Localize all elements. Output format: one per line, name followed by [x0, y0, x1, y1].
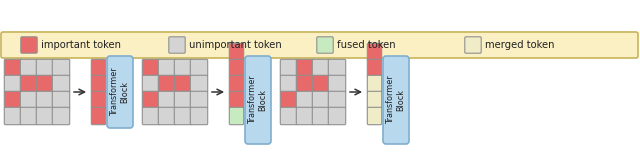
FancyBboxPatch shape — [367, 59, 381, 77]
FancyBboxPatch shape — [383, 56, 409, 144]
FancyBboxPatch shape — [20, 59, 38, 77]
FancyBboxPatch shape — [142, 75, 160, 93]
FancyBboxPatch shape — [190, 59, 208, 77]
FancyBboxPatch shape — [312, 107, 330, 125]
FancyBboxPatch shape — [36, 75, 54, 93]
FancyBboxPatch shape — [312, 75, 330, 93]
FancyBboxPatch shape — [328, 91, 346, 109]
FancyBboxPatch shape — [174, 91, 192, 109]
FancyBboxPatch shape — [367, 91, 381, 109]
FancyBboxPatch shape — [36, 107, 54, 125]
FancyBboxPatch shape — [229, 107, 244, 125]
FancyBboxPatch shape — [229, 43, 244, 61]
FancyBboxPatch shape — [4, 75, 22, 93]
FancyBboxPatch shape — [312, 91, 330, 109]
FancyBboxPatch shape — [92, 75, 106, 93]
FancyBboxPatch shape — [312, 59, 330, 77]
FancyBboxPatch shape — [174, 59, 192, 77]
FancyBboxPatch shape — [245, 56, 271, 144]
FancyBboxPatch shape — [190, 91, 208, 109]
Text: Transformer
Block: Transformer Block — [248, 76, 268, 124]
Text: unimportant token: unimportant token — [189, 40, 282, 50]
FancyBboxPatch shape — [20, 75, 38, 93]
FancyBboxPatch shape — [52, 59, 70, 77]
FancyBboxPatch shape — [174, 75, 192, 93]
FancyBboxPatch shape — [169, 37, 185, 53]
FancyBboxPatch shape — [158, 75, 176, 93]
FancyBboxPatch shape — [280, 91, 298, 109]
FancyBboxPatch shape — [142, 91, 160, 109]
FancyBboxPatch shape — [280, 59, 298, 77]
FancyBboxPatch shape — [296, 107, 314, 125]
FancyBboxPatch shape — [367, 43, 381, 61]
FancyBboxPatch shape — [36, 59, 54, 77]
FancyBboxPatch shape — [296, 91, 314, 109]
FancyBboxPatch shape — [4, 91, 22, 109]
FancyBboxPatch shape — [142, 107, 160, 125]
FancyBboxPatch shape — [328, 59, 346, 77]
FancyBboxPatch shape — [317, 37, 333, 53]
Text: Transformer
Block: Transformer Block — [110, 68, 130, 116]
FancyBboxPatch shape — [190, 75, 208, 93]
FancyBboxPatch shape — [190, 107, 208, 125]
FancyBboxPatch shape — [92, 91, 106, 109]
FancyBboxPatch shape — [1, 32, 638, 58]
FancyBboxPatch shape — [328, 75, 346, 93]
FancyBboxPatch shape — [4, 107, 22, 125]
Text: Transformer
Block: Transformer Block — [387, 76, 406, 124]
FancyBboxPatch shape — [20, 37, 37, 53]
FancyBboxPatch shape — [20, 107, 38, 125]
Text: merged token: merged token — [485, 40, 554, 50]
FancyBboxPatch shape — [142, 59, 160, 77]
FancyBboxPatch shape — [328, 107, 346, 125]
FancyBboxPatch shape — [36, 91, 54, 109]
FancyBboxPatch shape — [367, 107, 381, 125]
FancyBboxPatch shape — [92, 59, 106, 77]
FancyBboxPatch shape — [158, 59, 176, 77]
FancyBboxPatch shape — [158, 91, 176, 109]
FancyBboxPatch shape — [4, 59, 22, 77]
Text: fused token: fused token — [337, 40, 396, 50]
FancyBboxPatch shape — [229, 59, 244, 77]
FancyBboxPatch shape — [174, 107, 192, 125]
FancyBboxPatch shape — [229, 75, 244, 93]
FancyBboxPatch shape — [296, 59, 314, 77]
FancyBboxPatch shape — [52, 75, 70, 93]
FancyBboxPatch shape — [280, 75, 298, 93]
FancyBboxPatch shape — [107, 56, 133, 128]
FancyBboxPatch shape — [20, 91, 38, 109]
FancyBboxPatch shape — [52, 107, 70, 125]
FancyBboxPatch shape — [92, 107, 106, 125]
FancyBboxPatch shape — [367, 75, 381, 93]
FancyBboxPatch shape — [52, 91, 70, 109]
FancyBboxPatch shape — [280, 107, 298, 125]
FancyBboxPatch shape — [465, 37, 481, 53]
FancyBboxPatch shape — [296, 75, 314, 93]
FancyBboxPatch shape — [229, 91, 244, 109]
FancyBboxPatch shape — [158, 107, 176, 125]
Text: important token: important token — [41, 40, 121, 50]
